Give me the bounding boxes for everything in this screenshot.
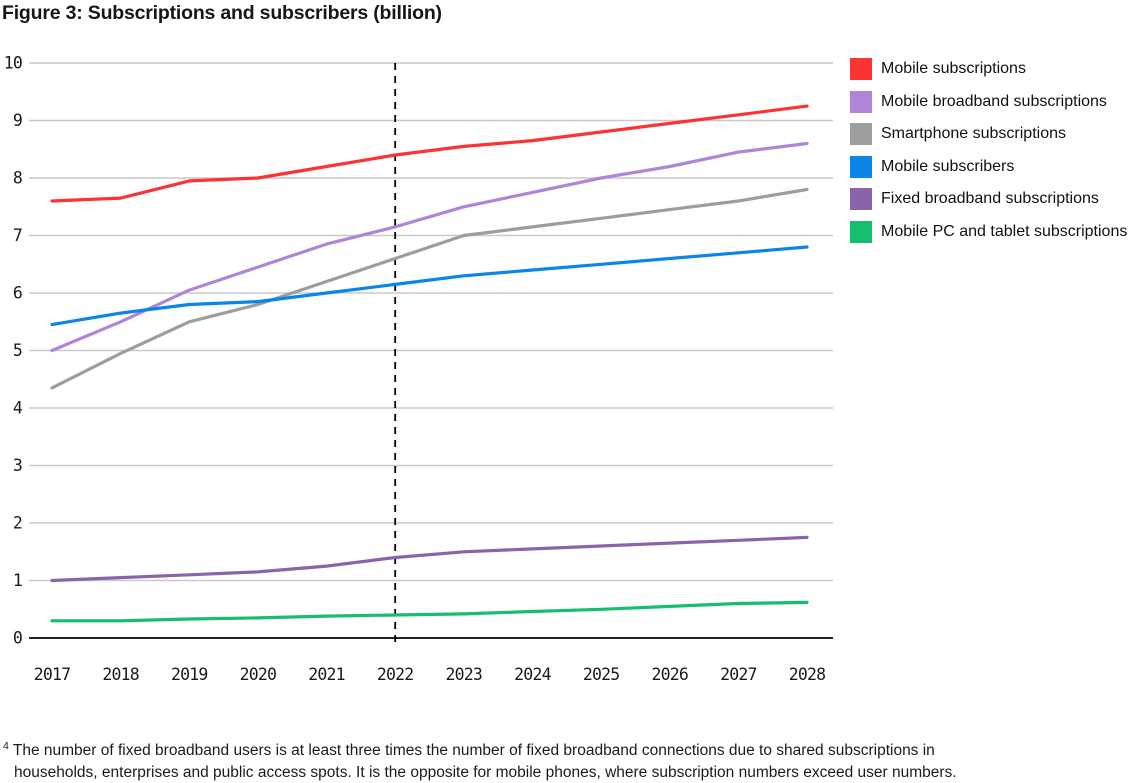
x-tick-label: 2023 bbox=[446, 665, 483, 684]
x-tick-label: 2025 bbox=[583, 665, 620, 684]
legend-item: Fixed broadband subscriptions bbox=[850, 188, 1127, 210]
legend-item: Mobile PC and tablet subscriptions bbox=[850, 220, 1128, 243]
x-tick-label: 2018 bbox=[102, 665, 139, 684]
x-tick-label: 2028 bbox=[789, 665, 826, 684]
subscriptions-line-chart: 0 1 2 3 4 5 6 7 8 9 10 2017 2018 2019 2020 2021 2022 2023… bbox=[4, 55, 833, 684]
y-tick-label: 2 bbox=[13, 514, 22, 533]
series-line-mobile-subscriptions bbox=[50, 104, 809, 203]
legend-label: Mobile subscribers bbox=[881, 157, 1015, 175]
y-tick-label: 1 bbox=[13, 571, 22, 590]
legend-label: Mobile PC and tablet subscriptions bbox=[881, 222, 1128, 240]
y-tick-label: 0 bbox=[13, 629, 22, 648]
y-tick-label: 8 bbox=[13, 169, 22, 188]
legend-item: Smartphone subscriptions bbox=[850, 123, 1127, 145]
legend-item: Mobile subscribers bbox=[850, 155, 1127, 178]
series-line-fixed-broadband-subscriptions bbox=[50, 535, 809, 583]
footnote-line-2: households, enterprises and public acces… bbox=[14, 763, 957, 781]
x-tick-label: 2024 bbox=[514, 665, 551, 684]
y-tick-label: 3 bbox=[13, 456, 22, 475]
series-line-smartphone-subscriptions bbox=[50, 187, 809, 390]
legend-label: Smartphone subscriptions bbox=[881, 125, 1066, 142]
x-tick-label: 2027 bbox=[720, 665, 757, 684]
series-line-mobile-subscribers bbox=[50, 245, 809, 327]
legend-label: Mobile broadband subscriptions bbox=[881, 92, 1107, 110]
x-tick-label: 2026 bbox=[651, 665, 688, 684]
legend-swatch bbox=[850, 90, 872, 113]
legend-label: Mobile subscriptions bbox=[881, 60, 1026, 77]
x-tick-label: 2022 bbox=[377, 665, 414, 684]
x-tick-label: 2020 bbox=[240, 665, 277, 684]
series-line-mobile-pc-and-tablet-subscriptions bbox=[50, 600, 809, 623]
legend-swatch bbox=[850, 58, 872, 80]
figure-title: Figure 3: Subscriptions and subscribers … bbox=[2, 2, 442, 24]
legend-swatch bbox=[850, 188, 872, 210]
legend-swatch bbox=[850, 220, 872, 243]
legend-item: Mobile broadband subscriptions bbox=[850, 90, 1127, 113]
y-tick-label: 4 bbox=[13, 399, 23, 418]
x-tick-label: 2017 bbox=[34, 665, 71, 684]
legend-swatch bbox=[850, 123, 872, 145]
footnote-line-1: The number of fixed broadband users is a… bbox=[12, 742, 935, 760]
y-tick-label: 5 bbox=[13, 341, 22, 360]
y-tick-label: 10 bbox=[4, 55, 22, 73]
series-line-mobile-broadband-subscriptions bbox=[50, 141, 809, 353]
chart-legend: Mobile subscriptions Mobile broadband sub… bbox=[850, 58, 1127, 253]
legend-item: Mobile subscriptions bbox=[850, 58, 1127, 80]
y-tick-label: 9 bbox=[13, 111, 22, 130]
x-tick-label: 2019 bbox=[171, 665, 208, 684]
y-tick-label: 7 bbox=[13, 226, 22, 245]
footnote-marker: 4 bbox=[3, 740, 9, 752]
legend-swatch bbox=[850, 155, 872, 178]
x-tick-label: 2021 bbox=[308, 665, 345, 684]
y-tick-label: 6 bbox=[13, 284, 22, 303]
legend-label: Fixed broadband subscriptions bbox=[881, 190, 1099, 207]
footnote: 4 The number of fixed broadband users is… bbox=[3, 736, 1063, 783]
